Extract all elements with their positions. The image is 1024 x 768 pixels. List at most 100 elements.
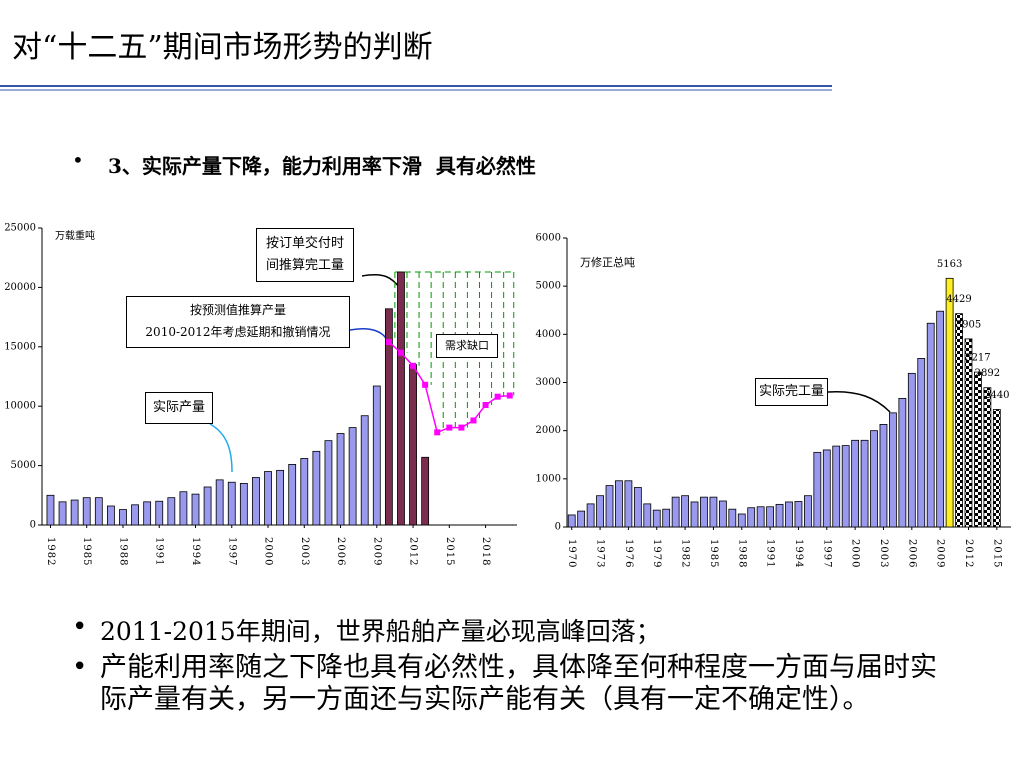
bar (624, 480, 633, 528)
bar (577, 510, 586, 528)
callout-arrow (361, 274, 401, 289)
bar (227, 481, 236, 526)
x-tick-label: 2000 (850, 539, 861, 568)
bar (203, 486, 212, 526)
bar (167, 497, 176, 526)
bar (766, 506, 775, 528)
x-tick-label: 1982 (45, 537, 56, 566)
y-tick-label: 20000 (4, 282, 36, 293)
bar (409, 364, 417, 526)
y-tick-label: 1000 (536, 473, 561, 484)
bar (926, 322, 935, 528)
bar (312, 450, 321, 526)
x-tick-label: 2015 (991, 539, 1002, 568)
bar (179, 491, 188, 526)
bar (681, 495, 689, 528)
bar (851, 439, 860, 528)
y-tick-label: 0 (555, 522, 561, 533)
y-tick-label: 5000 (11, 460, 36, 471)
callout-arrow (209, 423, 233, 473)
x-tick-label: 1976 (623, 539, 634, 568)
marker (506, 392, 513, 399)
bar (690, 501, 699, 528)
x-tick-label: 2009 (371, 537, 382, 566)
bullet-dot: • (72, 652, 88, 682)
bar (143, 501, 152, 526)
bullet-dot: • (72, 148, 84, 172)
bar (747, 507, 756, 528)
bar (860, 439, 869, 528)
callout: 实际产量 (145, 392, 213, 424)
bar (58, 501, 67, 526)
x-tick-label: 1994 (793, 539, 804, 568)
y-tick-label: 25000 (4, 223, 36, 234)
unit-label: 万载重吨 (55, 231, 95, 242)
marker (410, 362, 417, 369)
bar (964, 338, 973, 528)
bar (239, 483, 248, 526)
bar (974, 371, 982, 528)
y-tick-label: 0 (30, 520, 36, 531)
x-tick-label: 2003 (878, 539, 889, 568)
bar (803, 495, 812, 528)
bar (728, 508, 737, 528)
x-tick-label: 1982 (680, 539, 691, 568)
bar (879, 424, 888, 528)
y-tick-label: 5000 (536, 281, 561, 292)
marker (458, 424, 465, 431)
bar (94, 497, 103, 526)
bar (348, 427, 357, 526)
bar (870, 430, 878, 528)
bar (889, 412, 897, 528)
callout-arrow (827, 390, 891, 413)
bar (936, 310, 945, 528)
x-tick-label: 2012 (963, 539, 974, 568)
x-tick-label: 1991 (765, 539, 776, 568)
bar (586, 503, 595, 528)
x-tick-label: 1970 (566, 539, 577, 568)
marker (385, 339, 392, 346)
x-tick-label: 1997 (226, 537, 237, 566)
x-tick-label: 2009 (935, 539, 946, 568)
x-tick-label: 1994 (190, 537, 201, 566)
bar (119, 509, 127, 526)
bar (191, 493, 200, 526)
bar (775, 503, 784, 528)
title: 对“十二五”期间市场形势的判断 (12, 30, 433, 65)
callout: 实际完工量 (755, 378, 828, 406)
y-tick-label: 4000 (536, 329, 561, 340)
bar (336, 433, 345, 526)
bar (324, 440, 333, 526)
x-tick-label: 1985 (81, 537, 92, 566)
bar (106, 505, 115, 526)
data-label: 2892 (975, 368, 1000, 379)
callout-text: 按预测值推算产量 (189, 303, 286, 317)
x-tick-label: 1988 (736, 539, 747, 568)
marker (482, 402, 489, 409)
bar (596, 495, 604, 528)
x-tick-label: 1979 (651, 539, 662, 568)
bar (215, 479, 224, 526)
x-tick-label: 1997 (821, 539, 832, 568)
bar (841, 445, 850, 528)
bar (633, 487, 642, 528)
bar (567, 514, 576, 528)
bar (983, 387, 992, 528)
bar (709, 496, 718, 528)
x-tick-label: 2000 (263, 537, 274, 566)
data-label: 4429 (946, 294, 971, 305)
bar (832, 445, 841, 528)
x-tick-label: 1985 (708, 539, 719, 568)
x-tick-label: 2015 (444, 537, 455, 566)
bar (955, 313, 963, 528)
marker (470, 417, 477, 424)
marker (434, 429, 441, 436)
x-tick-label: 1988 (117, 537, 128, 566)
callout-arrow (349, 328, 389, 343)
bar (276, 469, 285, 526)
y-tick-label: 2000 (536, 425, 561, 436)
bar (605, 485, 614, 528)
bar (700, 496, 708, 528)
x-tick-label: 2003 (299, 537, 310, 566)
